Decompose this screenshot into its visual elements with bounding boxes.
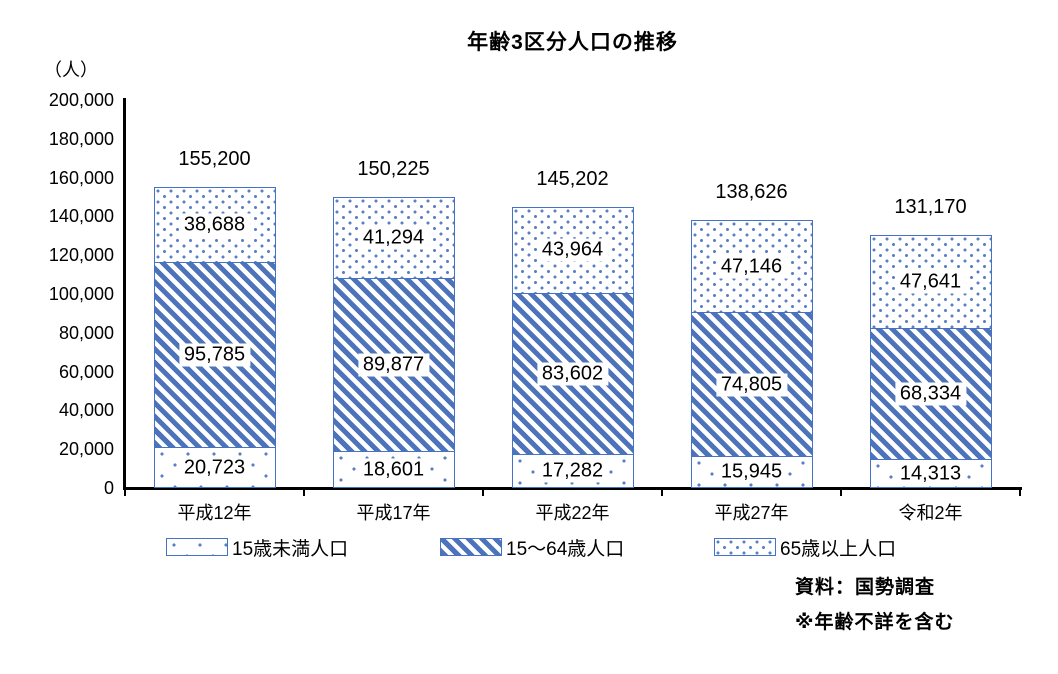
segment-value-label: 14,313: [894, 462, 967, 486]
x-category-label: 平成22年: [535, 503, 610, 523]
x-category-label: 平成27年: [714, 503, 789, 523]
segment-value-label: 38,688: [178, 213, 251, 237]
bar-total-label: 131,170: [894, 196, 967, 219]
bar-segment: 15,945: [691, 456, 812, 488]
bar-segment: 38,688: [154, 187, 275, 263]
legend-swatch-stripes: [440, 538, 502, 556]
x-axis-line: [123, 487, 1022, 490]
segment-value-label: 95,785: [178, 343, 251, 367]
y-tick-label: 60,000: [58, 361, 114, 382]
bar-segment: 41,294: [333, 198, 454, 278]
segment-value-label: 89,877: [357, 353, 430, 377]
bar-total-label: 150,225: [357, 158, 430, 181]
stacked-bar: 38,688 95,785 20,723: [153, 186, 276, 488]
segment-value-label: 43,964: [536, 238, 609, 262]
bar-segment: 18,601: [333, 451, 454, 487]
legend-swatch-sparse-dots: [166, 538, 228, 556]
segment-value-label: 17,282: [536, 459, 609, 483]
legend-label: 15歳未満人口: [232, 538, 349, 560]
chart-notes: 資料：国勢調査 ※年齢不詳を含む: [795, 570, 954, 640]
source-note: 資料：国勢調査: [795, 577, 936, 598]
x-tick-mark: [661, 489, 663, 496]
legend-item: 65歳以上人口: [714, 535, 897, 560]
y-tick-label: 200,000: [48, 90, 114, 110]
legend-label: 15～64歳人口: [506, 538, 625, 560]
bar-total-label: 145,202: [536, 168, 609, 190]
x-category-label: 平成12年: [177, 503, 252, 523]
x-tick-mark: [482, 489, 484, 496]
y-tick-label: 160,000: [48, 167, 114, 188]
segment-value-label: 83,602: [536, 362, 609, 386]
bar-segment: 47,641: [870, 236, 991, 328]
bar-segment: 68,334: [870, 327, 991, 460]
y-tick-label: 180,000: [48, 128, 114, 149]
plot-area: 38,688 95,785 20,723 155,200 41,294 89,877 18,…: [125, 100, 1020, 488]
bar-segment: 14,313: [870, 459, 991, 487]
y-tick-label: 140,000: [48, 206, 114, 227]
legend-item: 15歳未満人口: [166, 535, 349, 560]
x-tick-mark: [1019, 489, 1021, 496]
stacked-bar: 43,964 83,602 17,282: [511, 207, 634, 488]
x-category-label: 平成17年: [356, 503, 431, 523]
chart-title: 年齢3区分人口の推移: [467, 31, 678, 54]
bar-total-label: 138,626: [715, 181, 788, 204]
y-axis-line: [123, 98, 126, 489]
x-category-label: 令和2年: [898, 503, 963, 523]
y-tick-label: 40,000: [58, 400, 114, 421]
legend-swatch-dense-dots: [714, 538, 776, 556]
bar-segment: 89,877: [333, 278, 454, 452]
x-tick-mark: [840, 489, 842, 496]
bar-segment: 83,602: [512, 292, 633, 454]
segment-value-label: 15,945: [715, 460, 788, 484]
y-tick-label: 100,000: [48, 284, 114, 304]
segment-value-label: 68,334: [894, 382, 967, 406]
bar-segment: 17,282: [512, 453, 633, 487]
segment-value-label: 41,294: [357, 226, 430, 250]
bar-segment: 43,964: [512, 208, 633, 293]
stacked-bar: 47,641 68,334 14,313: [869, 235, 992, 488]
y-tick-label: 120,000: [48, 245, 114, 266]
stacked-bar: 47,146 74,805 15,945: [690, 220, 813, 488]
caveat-note: ※年齢不詳を含む: [795, 612, 955, 633]
y-tick-label: 0: [103, 478, 114, 498]
bar-segment: 95,785: [154, 262, 275, 448]
segment-value-label: 20,723: [178, 456, 251, 480]
legend-label: 65歳以上人口: [780, 538, 897, 560]
x-tick-mark: [124, 489, 126, 496]
segment-value-label: 47,641: [894, 270, 967, 294]
x-tick-mark: [303, 489, 305, 496]
bar-segment: 47,146: [691, 221, 812, 313]
bar-segment: 74,805: [691, 312, 812, 457]
legend-item: 15～64歳人口: [440, 535, 625, 560]
y-axis-unit-label: （人）: [44, 60, 98, 80]
bar-total-label: 155,200: [178, 147, 251, 170]
segment-value-label: 18,601: [357, 458, 430, 482]
segment-value-label: 74,805: [715, 373, 788, 397]
bar-segment: 20,723: [154, 447, 275, 487]
y-tick-label: 80,000: [58, 322, 114, 343]
stacked-bar: 41,294 89,877 18,601: [332, 197, 455, 488]
y-tick-label: 20,000: [58, 439, 114, 460]
segment-value-label: 47,146: [715, 255, 788, 279]
